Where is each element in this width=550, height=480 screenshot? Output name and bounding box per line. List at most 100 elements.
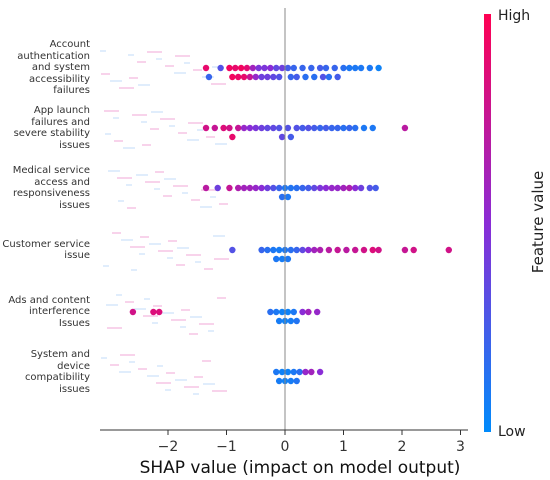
halo-artifact <box>139 253 145 255</box>
halo-artifact <box>101 357 107 359</box>
halo-artifact <box>180 326 186 328</box>
halo-artifact <box>106 304 118 306</box>
shap-point <box>235 124 242 132</box>
halo-artifact <box>214 258 229 260</box>
shap-point <box>287 184 295 192</box>
shap-point <box>243 64 251 72</box>
colorbar-title: Feature value <box>529 171 547 273</box>
halo-artifact <box>194 376 203 378</box>
shap-point <box>305 308 312 316</box>
shap-point <box>293 377 300 385</box>
shap-point <box>360 246 368 254</box>
shap-point <box>246 73 254 81</box>
halo-artifact <box>107 327 122 329</box>
shap-point <box>246 124 254 132</box>
halo-artifact <box>215 143 227 145</box>
shap-point <box>316 124 324 132</box>
shap-point <box>258 73 265 81</box>
shap-point <box>375 64 382 72</box>
shap-point <box>264 246 271 254</box>
shap-point <box>246 184 254 192</box>
feature-label: Medical service access and responsivenes… <box>12 165 90 211</box>
shap-point <box>311 184 318 192</box>
shap-point <box>346 184 353 192</box>
halo-artifact <box>176 264 185 266</box>
shap-point <box>270 246 277 254</box>
shap-point <box>229 73 236 81</box>
shap-point <box>287 317 295 325</box>
shap-point <box>299 184 306 192</box>
halo-artifact <box>169 125 175 127</box>
shap-point <box>316 246 324 254</box>
feature-label: Customer service issue <box>2 238 90 262</box>
halo-artifact <box>184 62 190 64</box>
shap-point <box>235 73 242 81</box>
halo-artifact <box>136 174 148 176</box>
shap-point <box>275 124 283 132</box>
halo-artifact <box>151 111 163 113</box>
shap-point <box>220 124 227 132</box>
shap-point <box>270 124 277 132</box>
shap-point <box>340 64 347 72</box>
shap-point <box>346 124 353 132</box>
shap-point <box>287 133 295 141</box>
x-tick-label: −1 <box>216 439 237 455</box>
halo-artifact <box>150 128 159 130</box>
shap-point <box>357 64 365 72</box>
halo-artifact <box>103 265 109 267</box>
shap-point <box>270 184 277 192</box>
shap-point <box>308 368 315 376</box>
halo-artifact <box>181 309 190 311</box>
halo-artifact <box>217 297 226 299</box>
shap-point <box>311 246 318 254</box>
halo-artifact <box>101 73 110 75</box>
shap-point <box>293 246 300 254</box>
shap-point <box>252 124 259 132</box>
shap-point <box>252 184 259 192</box>
shap-point <box>305 124 312 132</box>
halo-artifact <box>138 368 147 370</box>
shap-point <box>290 308 297 316</box>
shap-point <box>299 308 306 316</box>
halo-artifact <box>145 181 160 183</box>
halo-artifact <box>129 361 135 363</box>
shap-point <box>278 133 286 141</box>
shap-point <box>284 368 292 376</box>
shap-point <box>214 184 221 192</box>
shap-point <box>375 246 382 254</box>
colorbar <box>484 14 491 432</box>
shap-point <box>232 64 239 72</box>
halo-artifact <box>177 247 189 249</box>
halo-artifact <box>166 372 175 374</box>
shap-point <box>278 368 286 376</box>
halo-artifact <box>142 144 151 146</box>
halo-artifact <box>149 243 161 245</box>
shap-point <box>267 64 274 72</box>
halo-artifact <box>158 250 173 252</box>
halo-artifact <box>108 170 120 172</box>
halo-artifact <box>204 268 213 270</box>
shap-point <box>275 246 283 254</box>
halo-artifact <box>132 114 147 116</box>
shap-point <box>229 133 236 141</box>
shap-point <box>273 368 280 376</box>
shap-point <box>366 64 374 72</box>
shap-point <box>299 124 306 132</box>
label-halo-artifacts <box>100 50 229 395</box>
shap-point <box>322 124 330 132</box>
halo-artifact <box>178 132 187 134</box>
x-tick-label: 2 <box>398 439 407 455</box>
halo-artifact <box>163 195 172 197</box>
shap-point <box>316 64 324 72</box>
halo-artifact <box>119 371 131 373</box>
halo-artifact <box>202 360 211 362</box>
shap-point <box>311 124 318 132</box>
shap-point <box>129 308 137 316</box>
x-tick-label: 0 <box>281 439 290 455</box>
shap-point <box>261 64 268 72</box>
shap-point <box>369 246 376 254</box>
shap-point <box>255 64 262 72</box>
halo-artifact <box>213 235 225 237</box>
shap-point <box>229 246 236 254</box>
